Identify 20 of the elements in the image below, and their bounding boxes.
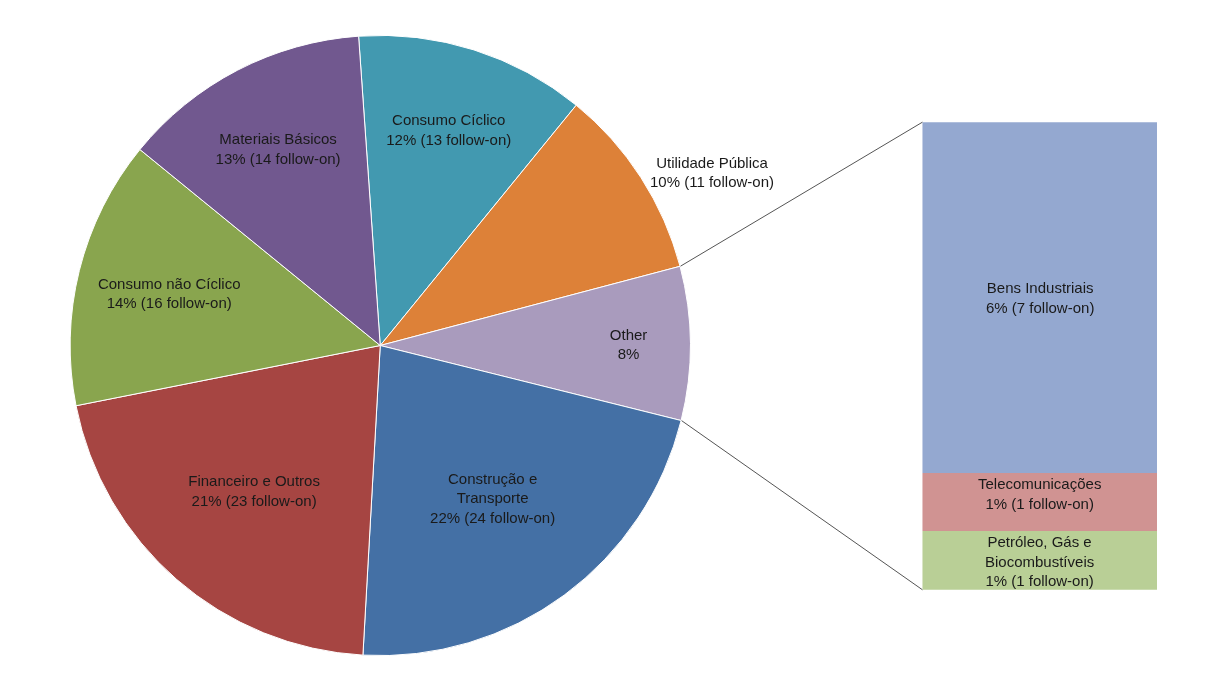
slice-label: Consumo não Cíclico xyxy=(97,274,241,292)
data-label: 22% (24 follow-on) xyxy=(430,508,556,526)
data-label: 1% (1 follow-on) xyxy=(985,572,1094,589)
data-label: 14% (16 follow-on) xyxy=(106,294,232,312)
slice-label: Other xyxy=(609,325,648,343)
data-label: 12% (13 follow-on) xyxy=(386,130,512,148)
slice-label: Construção e Transporte xyxy=(448,469,538,507)
slice-label: Consumo Cíclico xyxy=(392,111,506,129)
data-label: 8% xyxy=(617,345,640,363)
data-label: 13% (14 follow-on) xyxy=(215,149,341,167)
slice-label: Utilidade Pública xyxy=(656,153,769,171)
slice-label: Materiais Básicos xyxy=(219,130,337,148)
slice-label: Financeiro e Outros xyxy=(188,472,320,490)
data-label: 6% (7 follow-on) xyxy=(986,298,1095,316)
data-label: 1% (1 follow-on) xyxy=(985,494,1094,512)
series-label: Bens Industriais xyxy=(986,279,1094,296)
data-label: 21% (23 follow-on) xyxy=(191,491,317,509)
series-label: Telecomunicações xyxy=(978,475,1102,492)
data-label: 10% (11 follow-on) xyxy=(650,173,774,191)
series-label: Petróleo, Gás e Biocombustíveis xyxy=(985,533,1095,570)
